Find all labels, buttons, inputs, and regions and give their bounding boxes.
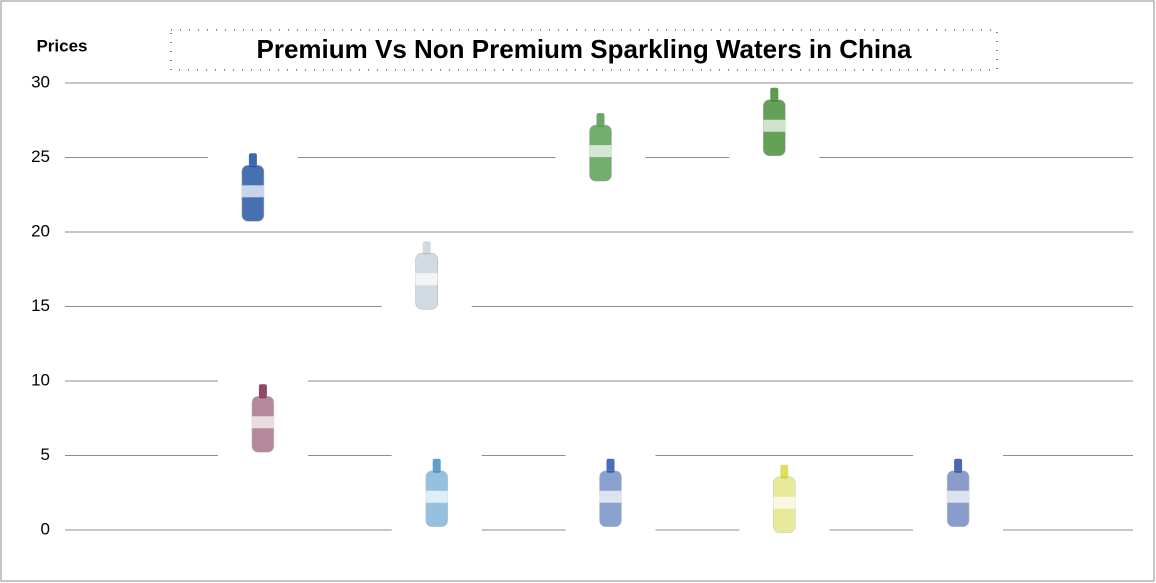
y-tick-label: 0: [41, 519, 50, 538]
bottle-marker: [913, 454, 1004, 531]
bottle-label: [763, 119, 786, 132]
bottle-marker: [391, 454, 482, 531]
bottle-neck: [258, 384, 267, 399]
bottle-neck: [432, 458, 441, 473]
y-tick-label: 15: [31, 296, 50, 315]
bottle-label: [251, 416, 274, 429]
bottle-marker: [565, 454, 656, 531]
y-tick-label: 10: [31, 370, 50, 389]
bottle-neck: [596, 113, 605, 128]
y-tick-label: 20: [31, 221, 50, 240]
bottle-neck: [780, 464, 789, 479]
bottle-label: [599, 490, 622, 503]
bottle-marker: [207, 149, 298, 226]
bottle-label: [241, 185, 264, 198]
bottle-label: [947, 490, 970, 503]
bottle-neck: [606, 458, 615, 473]
bottle-neck: [422, 241, 431, 256]
bottle-label: [425, 490, 448, 503]
bottle-label: [589, 145, 612, 158]
bottle-marker: [739, 460, 830, 537]
bottle-marker: [729, 83, 820, 160]
bottle-neck: [248, 153, 257, 168]
title-border: [170, 29, 998, 71]
y-tick-label: 25: [31, 147, 50, 166]
bottle-neck: [770, 87, 779, 102]
bottle-marker: [555, 109, 646, 186]
chart-title: Premium Vs Non Premium Sparkling Waters …: [257, 34, 913, 64]
bottle-marker: [381, 237, 472, 314]
y-tick-label: 5: [41, 445, 50, 464]
y-axis-label: Prices: [36, 36, 87, 55]
bottle-neck: [954, 458, 963, 473]
bottle-marker: [217, 380, 308, 457]
bottle-label: [415, 273, 438, 286]
bottle-label: [773, 496, 796, 509]
y-tick-label: 30: [31, 72, 50, 91]
